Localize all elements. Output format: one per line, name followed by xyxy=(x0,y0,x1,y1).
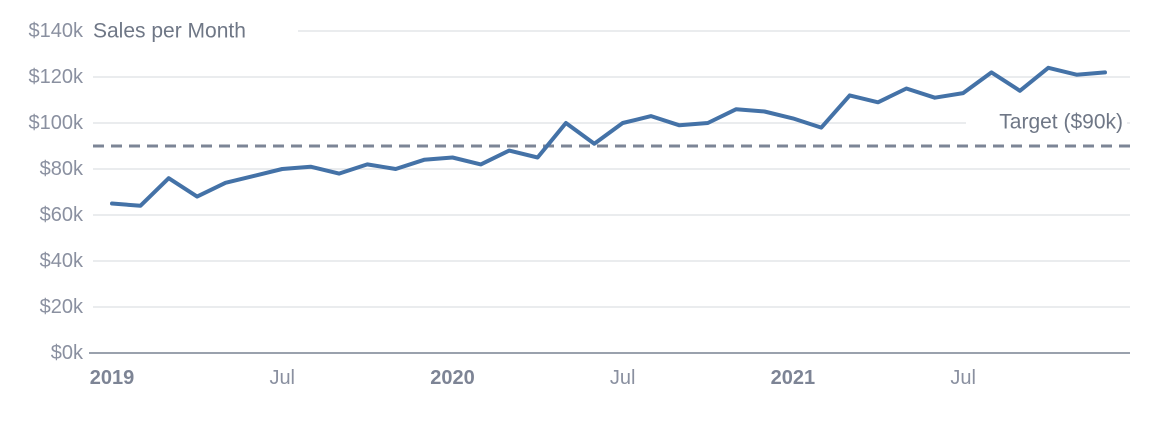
x-axis-label-2021-4: 2021 xyxy=(771,367,816,389)
x-axis-label-jul-3: Jul xyxy=(610,367,636,389)
y-axis-label-120k: $120k xyxy=(29,66,84,88)
y-axis-label-40k: $40k xyxy=(40,250,84,272)
y-axis-label-140k: $140k xyxy=(29,20,84,42)
target-label: Target ($90k) xyxy=(999,111,1123,134)
x-axis-label-jul-1: Jul xyxy=(269,367,295,389)
y-axis-label-80k: $80k xyxy=(40,158,84,180)
x-axis-label-2019-0: 2019 xyxy=(90,367,135,389)
x-axis-label-2020-2: 2020 xyxy=(430,367,475,389)
y-axis-label-100k: $100k xyxy=(29,112,84,134)
y-axis-label-0k: $0k xyxy=(51,342,84,364)
sales-series-line xyxy=(110,65,1107,208)
y-axis-label-20k: $20k xyxy=(40,296,84,318)
y-axis-label-60k: $60k xyxy=(40,204,84,226)
chart-title: Sales per Month xyxy=(93,20,246,43)
x-axis-label-jul-5: Jul xyxy=(950,367,976,389)
